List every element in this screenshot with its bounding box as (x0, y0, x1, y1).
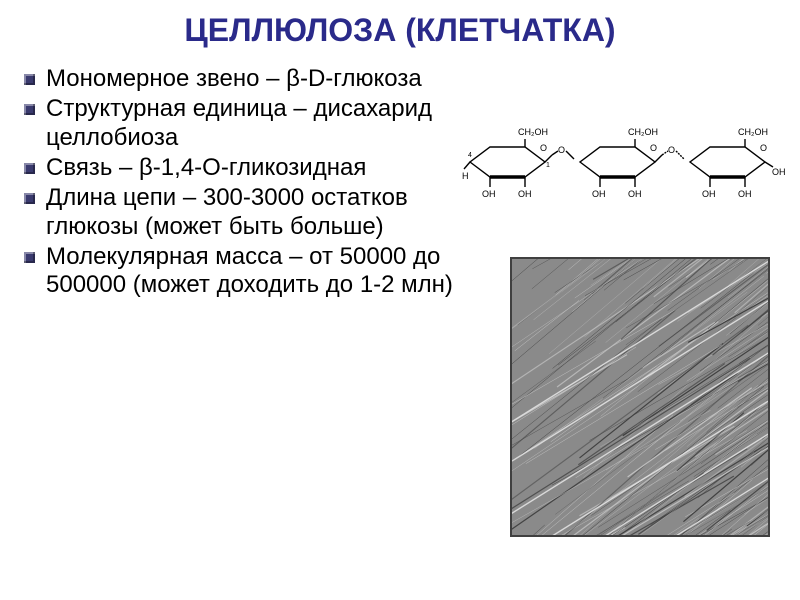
bullet-item: Молекулярная масса – от 50000 до 500000 … (20, 243, 460, 300)
o-label: O (540, 143, 547, 153)
bullet-item: Длина цепи – 300-3000 остатков глюкозы (… (20, 184, 460, 241)
o-label: O (760, 143, 767, 153)
oh-label: OH (772, 167, 786, 177)
h-label: H (462, 171, 469, 181)
oh-label: OH (738, 189, 752, 199)
o-label: O (650, 143, 657, 153)
content-area: Мономерное звено – β-D-глюкоза Структурн… (0, 57, 800, 302)
pos1-label: 1 (546, 162, 550, 169)
bullet-item: Мономерное звено – β-D-глюкоза (20, 65, 460, 93)
ch2oh-label: CH₂OH (518, 127, 548, 137)
structural-formula: CH₂OH O 4 1 OH OH H O CH₂OH O (450, 97, 800, 217)
pos4-label: 4 (468, 152, 472, 159)
o-linker: O (558, 145, 565, 155)
bullet-item: Связь – β-1,4-О-гликозидная (20, 154, 460, 182)
o-linker: O (668, 145, 675, 155)
visuals-area: CH₂OH O 4 1 OH OH H O CH₂OH O (460, 57, 780, 302)
slide-title: ЦЕЛЛЮЛОЗА (КЛЕТЧАТКА) (0, 0, 800, 57)
ch2oh-label: CH₂OH (738, 127, 768, 137)
bullet-item: Структурная единица – дисахарид целлобио… (20, 95, 460, 152)
oh-label: OH (702, 189, 716, 199)
bullet-list: Мономерное звено – β-D-глюкоза Структурн… (20, 57, 460, 302)
cellulose-micrograph (510, 257, 770, 537)
ch2oh-label: CH₂OH (628, 127, 658, 137)
oh-label: OH (518, 189, 532, 199)
oh-label: OH (628, 189, 642, 199)
oh-label: OH (592, 189, 606, 199)
oh-label: OH (482, 189, 496, 199)
